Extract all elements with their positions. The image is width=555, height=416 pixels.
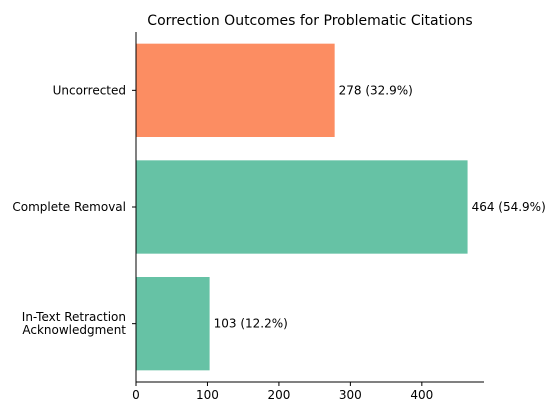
bar-2	[136, 43, 335, 137]
data-label-1: 464 (54.9%)	[472, 200, 546, 214]
x-tick-label-1: 100	[196, 388, 219, 402]
data-labels-layer: 103 (12.2%) 464 (54.9%) 278 (32.9%)	[214, 83, 546, 330]
x-tick-label-3: 300	[339, 388, 362, 402]
category-labels-layer: In-Text Retraction Acknowledgment Complete…	[12, 83, 136, 337]
bar-1	[136, 160, 468, 254]
x-tick-label-4: 400	[410, 388, 433, 402]
category-label-2: Uncorrected	[53, 83, 126, 97]
bars-layer	[136, 43, 468, 371]
data-label-0: 103 (12.2%)	[214, 317, 288, 331]
bar-0	[136, 277, 210, 371]
x-tick-label-2: 200	[267, 388, 290, 402]
x-axis: 0 100 200 300 400	[132, 382, 433, 402]
data-label-2: 278 (32.9%)	[339, 83, 413, 97]
category-label-0: In-Text Retraction Acknowledgment	[22, 310, 127, 337]
category-label-1: Complete Removal	[12, 200, 126, 214]
chart-title: Correction Outcomes for Problematic Cita…	[147, 13, 472, 29]
x-tick-label-0: 0	[132, 388, 140, 402]
